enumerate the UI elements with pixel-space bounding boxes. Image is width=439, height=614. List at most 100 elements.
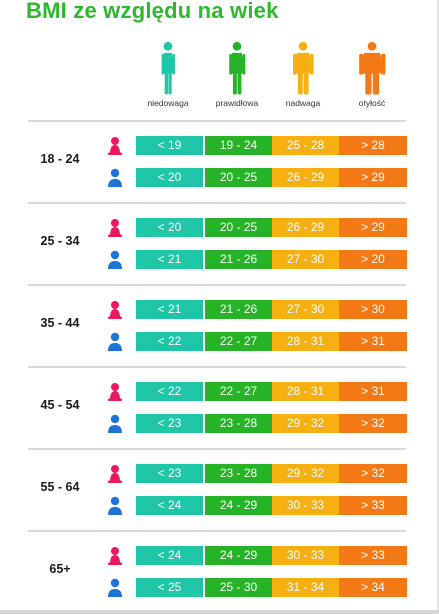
male-bmi-row: < 21 21 - 26 27 - 30 > 20 <box>106 250 407 269</box>
group-divider <box>28 448 406 450</box>
bmi-cell: 20 - 25 <box>205 168 272 187</box>
bmi-cell: > 20 <box>339 250 407 269</box>
male-bmi-row: < 20 20 - 25 26 - 29 > 29 <box>106 168 407 187</box>
bmi-cell: 21 - 26 <box>205 300 272 319</box>
bmi-cell: 30 - 33 <box>272 546 339 565</box>
bmi-cell: > 32 <box>339 414 407 433</box>
legend-label: niedowaga <box>147 98 189 108</box>
bmi-cell: 27 - 30 <box>272 300 339 319</box>
female-bmi-row: < 19 19 - 24 25 - 28 > 28 <box>106 136 407 155</box>
bmi-cell: > 32 <box>339 464 407 483</box>
bmi-cell: > 33 <box>339 496 407 515</box>
female-bmi-row: < 23 23 - 28 29 - 32 > 32 <box>106 464 407 483</box>
age-range-label: 65+ <box>49 562 71 576</box>
female-bmi-row: < 24 24 - 29 30 - 33 > 33 <box>106 546 407 565</box>
bmi-cell: < 20 <box>136 218 203 237</box>
bmi-cell: > 29 <box>339 218 407 237</box>
age-group: 55 - 64 < 23 23 - 28 29 - 32 > 32 < 24 24 - 29… <box>0 448 439 530</box>
male-bmi-row: < 22 22 - 27 28 - 31 > 31 <box>106 332 407 351</box>
bmi-cell: < 19 <box>136 136 203 155</box>
age-group: 65+ < 24 24 - 29 30 - 33 > 33 < 25 25 - 30 31 -… <box>0 530 439 612</box>
bmi-cell: 19 - 24 <box>205 136 272 155</box>
bmi-cell: 28 - 31 <box>272 332 339 351</box>
legend-underweight: niedowaga <box>134 40 202 112</box>
bmi-cell: > 29 <box>339 168 407 187</box>
age-range-label: 18 - 24 <box>40 152 80 166</box>
bmi-cell: 29 - 32 <box>272 414 339 433</box>
bmi-cell: > 28 <box>339 136 407 155</box>
bmi-table: 18 - 24 < 19 19 - 24 25 - 28 > 28 < 20 20 - 25… <box>0 120 439 612</box>
female-person-icon <box>106 136 124 155</box>
female-person-icon <box>106 300 124 319</box>
obesity-figure-icon <box>359 41 386 95</box>
bmi-cell: 22 - 27 <box>205 332 272 351</box>
bmi-cell: < 20 <box>136 168 203 187</box>
group-divider <box>28 120 406 122</box>
legend-overweight: nadwaga <box>269 40 337 112</box>
bmi-cell: > 33 <box>339 546 407 565</box>
overweight-figure-icon <box>293 41 314 95</box>
bmi-cell: 21 - 26 <box>205 250 272 269</box>
bottom-edge-shadow <box>0 610 439 614</box>
legend-label: nadwaga <box>285 98 321 108</box>
group-divider <box>28 530 406 532</box>
right-edge-shadow <box>437 0 439 614</box>
legend-obesity: otyłość <box>338 40 406 112</box>
bmi-cell: 24 - 29 <box>205 546 272 565</box>
page-title: BMI ze względu na wiek <box>26 0 279 23</box>
bmi-cell: 29 - 32 <box>272 464 339 483</box>
bmi-cell: 20 - 25 <box>205 218 272 237</box>
male-bmi-row: < 23 23 - 28 29 - 32 > 32 <box>106 414 407 433</box>
group-divider <box>28 366 406 368</box>
bmi-cell: > 30 <box>339 300 407 319</box>
bmi-cell: < 23 <box>136 464 203 483</box>
bmi-cell: > 31 <box>339 382 407 401</box>
female-bmi-row: < 21 21 - 26 27 - 30 > 30 <box>106 300 407 319</box>
legend-normal: prawidłowa <box>203 40 271 112</box>
male-bmi-row: < 24 24 - 29 30 - 33 > 33 <box>106 496 407 515</box>
male-person-icon <box>106 414 124 433</box>
bmi-cell: > 31 <box>339 332 407 351</box>
bmi-cell: 23 - 28 <box>205 414 272 433</box>
bmi-cell: 27 - 30 <box>272 250 339 269</box>
bmi-cell: < 24 <box>136 546 203 565</box>
age-range-label: 55 - 64 <box>40 480 80 494</box>
bmi-cell: 22 - 27 <box>205 382 272 401</box>
age-group: 45 - 54 < 22 22 - 27 28 - 31 > 31 < 23 23 - 28… <box>0 366 439 448</box>
bmi-cell: > 34 <box>339 578 407 597</box>
male-person-icon <box>106 496 124 515</box>
male-person-icon <box>106 578 124 597</box>
bmi-cell: 25 - 30 <box>205 578 272 597</box>
male-person-icon <box>106 168 124 187</box>
female-bmi-row: < 22 22 - 27 28 - 31 > 31 <box>106 382 407 401</box>
age-range-label: 45 - 54 <box>40 398 80 412</box>
underweight-figure-icon <box>161 41 175 95</box>
normal-figure-icon <box>229 41 246 95</box>
female-person-icon <box>106 218 124 237</box>
bmi-cell: 26 - 29 <box>272 168 339 187</box>
age-group: 35 - 44 < 21 21 - 26 27 - 30 > 30 < 22 22 - 27… <box>0 284 439 366</box>
bmi-cell: < 21 <box>136 300 203 319</box>
bmi-cell: 28 - 31 <box>272 382 339 401</box>
bmi-cell: 23 - 28 <box>205 464 272 483</box>
bmi-cell: < 23 <box>136 414 203 433</box>
bmi-cell: < 21 <box>136 250 203 269</box>
bmi-cell: 30 - 33 <box>272 496 339 515</box>
age-range-label: 25 - 34 <box>40 234 80 248</box>
age-range-label: 35 - 44 <box>40 316 80 330</box>
female-bmi-row: < 20 20 - 25 26 - 29 > 29 <box>106 218 407 237</box>
female-person-icon <box>106 464 124 483</box>
male-person-icon <box>106 332 124 351</box>
group-divider <box>28 202 406 204</box>
bmi-cell: 31 - 34 <box>272 578 339 597</box>
age-group: 25 - 34 < 20 20 - 25 26 - 29 > 29 < 21 21 - 26… <box>0 202 439 284</box>
bmi-cell: < 25 <box>136 578 203 597</box>
female-person-icon <box>106 546 124 565</box>
legend-label: prawidłowa <box>215 98 259 108</box>
male-person-icon <box>106 250 124 269</box>
bmi-cell: < 22 <box>136 332 203 351</box>
bmi-cell: 25 - 28 <box>272 136 339 155</box>
bmi-cell: < 24 <box>136 496 203 515</box>
bmi-cell: < 22 <box>136 382 203 401</box>
group-divider <box>28 284 406 286</box>
